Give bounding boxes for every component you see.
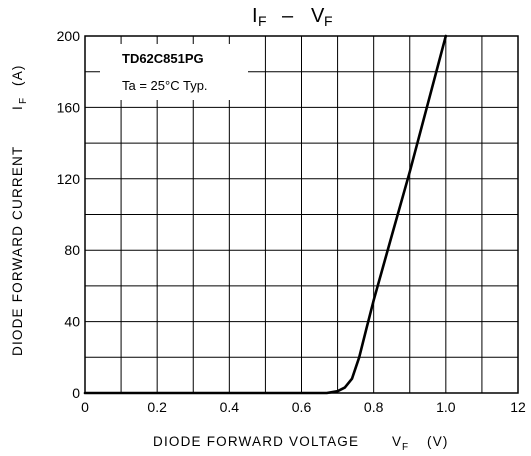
- y-tick-label: 40: [64, 314, 80, 330]
- chart-title-i: I: [252, 5, 258, 27]
- chart-title: I F – V F: [252, 5, 333, 29]
- x-tick-label: 0.2: [147, 399, 167, 415]
- x-axis-label-symbol: V: [392, 434, 402, 449]
- chart-title-i-sub: F: [258, 13, 267, 29]
- chart-title-v-sub: F: [324, 13, 333, 29]
- x-axis-label-text: DIODE FORWARD VOLTAGE: [153, 434, 359, 449]
- y-axis-label-symbol: I: [10, 105, 25, 110]
- y-tick-label: 160: [57, 99, 81, 115]
- annotation-box: TD62C851PG Ta = 25°C Typ.: [100, 44, 248, 100]
- data-series: [83, 34, 448, 395]
- y-tick-label: 200: [57, 28, 81, 44]
- plot-grid: [85, 36, 518, 393]
- y-axis-label-symbol-sub: F: [18, 98, 29, 104]
- x-tick-label: 0.6: [292, 399, 312, 415]
- x-axis-label: DIODE FORWARD VOLTAGE V F (V): [153, 434, 449, 453]
- y-axis-label-unit: (A): [10, 64, 25, 86]
- x-tick-label: 0.4: [220, 399, 240, 415]
- x-tick-label: 0: [81, 399, 89, 415]
- chart-title-v: V: [311, 5, 325, 27]
- annotation-part-number: TD62C851PG: [122, 51, 204, 66]
- y-axis-label: DIODE FORWARD CURRENT I F (A): [10, 64, 29, 356]
- annotation-box-bg: [100, 44, 248, 100]
- chart-title-dash: –: [282, 5, 294, 27]
- x-tick-label: 0.8: [364, 399, 384, 415]
- x-axis-label-unit: (V): [427, 434, 449, 449]
- x-axis-label-symbol-sub: F: [402, 442, 408, 453]
- y-tick-label: 120: [57, 171, 81, 187]
- y-axis-label-text: DIODE FORWARD CURRENT: [10, 146, 25, 356]
- y-tick-labels: 0 40 80 120 160 200: [57, 28, 81, 401]
- y-tick-label: 0: [72, 385, 80, 401]
- x-tick-labels: 0 0.2 0.4 0.6 0.8 1.0 12: [81, 399, 526, 415]
- annotation-condition: Ta = 25°C Typ.: [122, 78, 208, 93]
- x-tick-label: 1.0: [436, 399, 456, 415]
- y-tick-label: 80: [64, 242, 80, 258]
- x-tick-label: 12: [510, 399, 526, 415]
- series-line: [83, 34, 448, 395]
